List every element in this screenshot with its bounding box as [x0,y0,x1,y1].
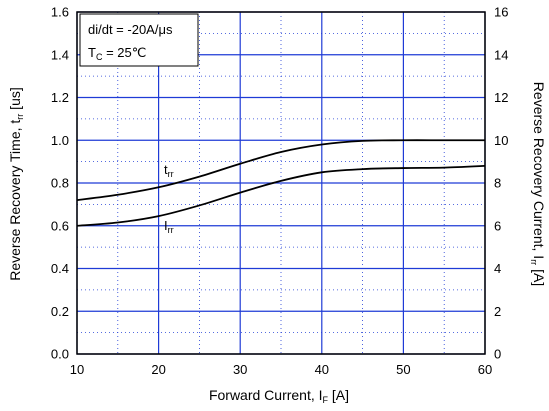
x-tick-label: 20 [151,362,165,377]
y2-tick-label: 0 [494,347,501,362]
series-label-trr: trr [164,162,174,179]
y-tick-label: 0.8 [51,176,69,191]
y-tick-label: 1.0 [51,133,69,148]
y2-tick-label: 12 [494,90,508,105]
series-label-irr: Irr [164,218,174,235]
plot-frame [76,11,486,355]
y2-tick-label: 16 [494,5,508,20]
y2-tick-label: 6 [494,218,501,233]
x-tick-label: 30 [233,362,247,377]
y-tick-label: 1.2 [51,90,69,105]
series-trr-line [76,139,485,201]
y-tick-label: 1.6 [51,5,69,20]
x-tick-label: 40 [315,362,329,377]
y2-axis-label: Reverse Recovery Current, Irr [A] [529,82,547,286]
y2-tick-label: 2 [494,304,501,319]
x-tick-label: 10 [70,362,84,377]
x-axis-label: Forward Current, IF [A] [209,387,349,405]
x-tick-label: 50 [396,362,410,377]
y-axis-label: Reverse Recovery Time, trr [us] [7,87,25,281]
y2-tick-label: 4 [494,261,501,276]
y2-tick-label: 8 [494,176,501,191]
series-irr-line [76,165,486,227]
annotation-temperature: TC = 25℃ [88,45,146,62]
y2-tick-label: 14 [494,47,508,62]
series-layer [76,139,486,227]
annotation-box: di/dt = -20A/μs TC = 25℃ [79,13,199,67]
tick-labels: 10 20 30 40 50 60 0.0 0.2 0.4 0.6 0.8 1.0 1.2 1.4 1.6 0… [51,5,509,378]
y-tick-label: 0.0 [51,347,69,362]
annotation-didt: di/dt = -20A/μs [88,22,173,37]
y-tick-label: 1.4 [51,47,69,62]
x-tick-label: 60 [478,362,492,377]
y-tick-label: 0.2 [51,304,69,319]
y-tick-label: 0.6 [51,218,69,233]
y2-tick-label: 10 [494,133,508,148]
y-tick-label: 0.4 [51,261,69,276]
